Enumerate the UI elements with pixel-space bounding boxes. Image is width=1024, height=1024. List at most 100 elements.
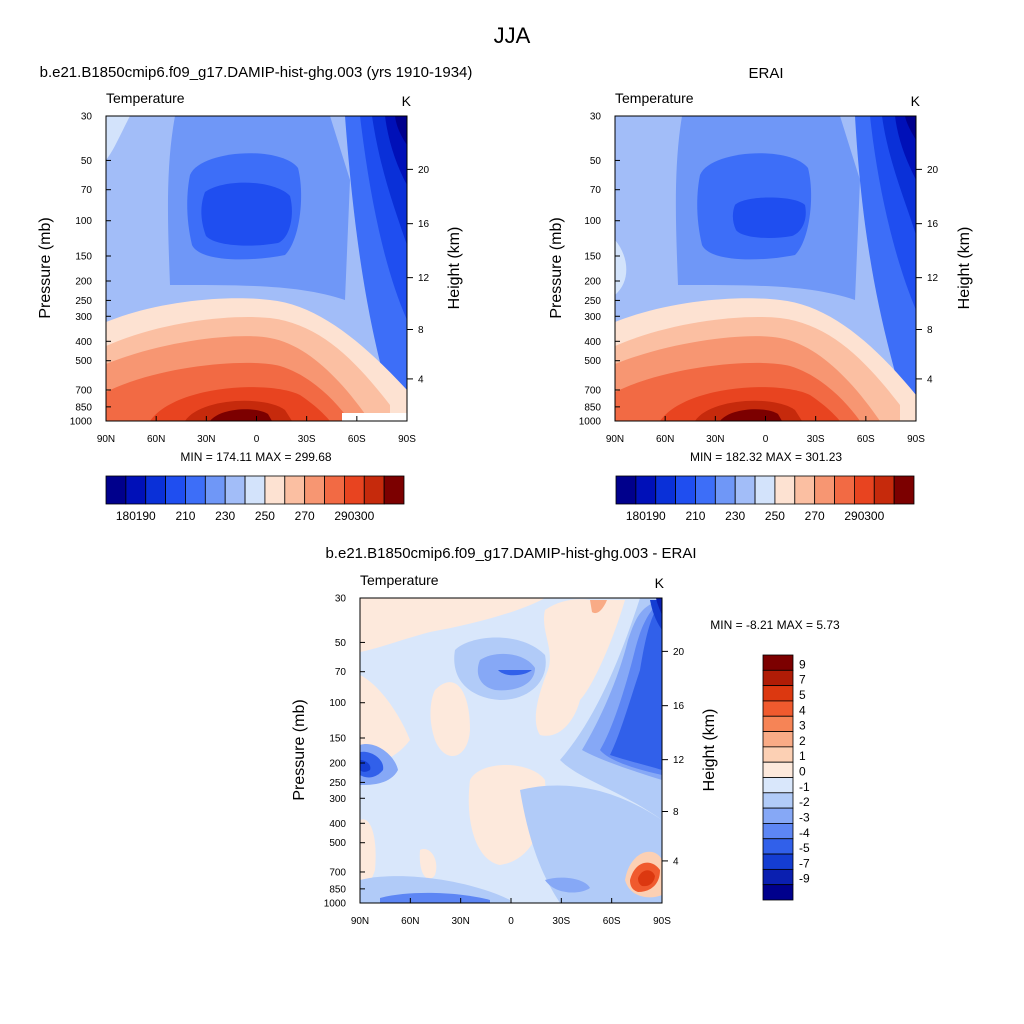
pressure-tick-label: 1000 <box>324 899 347 910</box>
latitude-tick-label: 60N <box>147 434 165 445</box>
contour-band <box>638 870 655 887</box>
height-tick-label: 20 <box>673 647 685 658</box>
colorbar-label: -2 <box>799 795 810 809</box>
colorbar-swatch <box>873 475 895 505</box>
latitude-tick-label: 0 <box>763 434 769 445</box>
pressure-tick-label: 200 <box>329 759 346 770</box>
colorbar-label: 300 <box>864 509 884 523</box>
pressure-axis-title: Pressure (mb) <box>291 699 308 800</box>
panel-variable-label: Temperature <box>360 572 439 588</box>
min-max-label: MIN = 182.32 MAX = 301.23 <box>690 450 842 464</box>
colorbar-swatch <box>762 669 794 687</box>
contour-band <box>201 182 292 246</box>
colorbar-label: -1 <box>799 780 810 794</box>
colorbar-label: 0 <box>799 765 806 779</box>
pressure-tick-label: 1000 <box>579 417 602 428</box>
pressure-axis-title: Pressure (mb) <box>37 217 54 318</box>
pressure-tick-label: 100 <box>75 216 92 227</box>
pressure-tick-label: 100 <box>329 698 346 709</box>
latitude-axis: 90N 60N 30N 0 30S 60S 90S <box>606 416 925 445</box>
colorbar-swatch <box>762 807 794 824</box>
contour-band <box>106 116 130 160</box>
latitude-axis: 90N 60N 30N 0 30S 60S 90S <box>97 416 416 445</box>
colorbar-swatch <box>762 884 794 901</box>
colorbar-label: 190 <box>136 509 156 523</box>
latitude-tick-label: 60S <box>603 916 621 927</box>
latitude-tick-label: 30S <box>552 916 570 927</box>
colorbar-swatch <box>814 475 835 505</box>
pressure-axis-title: Pressure (mb) <box>548 217 565 318</box>
latitude-tick-label: 60N <box>656 434 674 445</box>
colorbar: 180 190 210 230 250 270 290 300 <box>105 475 405 523</box>
pressure-tick-label: 300 <box>584 312 601 323</box>
pressure-tick-label: 50 <box>335 638 347 649</box>
latitude-tick-label: 60N <box>401 916 419 927</box>
contour-band <box>895 116 916 180</box>
contour-field <box>360 598 662 903</box>
colorbar-swatch <box>635 475 657 505</box>
height-tick-label: 16 <box>673 701 685 712</box>
colorbar: 9 754 321 0-1-2-3 -4-5-7 -9 <box>762 654 810 901</box>
colorbar-label: 210 <box>685 509 705 523</box>
colorbar-swatch <box>774 475 796 505</box>
pressure-tick-label: 300 <box>329 794 346 805</box>
pressure-tick-label: 30 <box>81 112 93 123</box>
height-tick-label: 20 <box>418 165 430 176</box>
colorbar-label: 180 <box>626 509 646 523</box>
contour-band <box>430 682 470 757</box>
colorbar-label: 250 <box>765 509 785 523</box>
height-tick-label: 16 <box>927 219 939 230</box>
pressure-axis: 30 50 70 100 150 200 250 300 400 500 700 850 1000 <box>70 112 111 428</box>
colorbar-swatch <box>264 475 286 505</box>
colorbar-label: 300 <box>354 509 374 523</box>
colorbar-swatch <box>762 700 794 717</box>
height-axis: 20 16 12 8 4 <box>407 165 430 385</box>
colorbar-label: 270 <box>295 509 315 523</box>
latitude-tick-label: 0 <box>508 916 514 927</box>
height-tick-label: 16 <box>418 219 430 230</box>
colorbar-swatch <box>675 475 696 505</box>
colorbar-swatch <box>714 475 736 505</box>
pressure-tick-label: 30 <box>590 112 602 123</box>
pressure-tick-label: 50 <box>81 156 93 167</box>
colorbar-swatch <box>834 475 855 505</box>
colorbar-swatch <box>324 475 345 505</box>
colorbar-swatch <box>762 792 794 809</box>
colorbar-swatch <box>893 475 915 505</box>
colorbar-label: 9 <box>799 657 806 671</box>
contour-band <box>498 670 532 676</box>
colorbar-swatch <box>204 475 226 505</box>
height-axis-title: Height (km) <box>446 227 463 310</box>
colorbar-swatch <box>762 777 794 794</box>
colorbar-swatch <box>762 685 794 702</box>
contour-band <box>535 599 625 736</box>
pressure-tick-label: 200 <box>75 277 92 288</box>
height-axis-title: Height (km) <box>956 227 973 310</box>
colorbar-label: 290 <box>844 509 864 523</box>
colorbar-swatch <box>695 475 716 505</box>
colorbar-label: 190 <box>646 509 666 523</box>
colorbar-swatch <box>615 475 637 505</box>
latitude-tick-label: 90S <box>653 916 671 927</box>
panel-title: b.e21.B1850cmip6.f09_g17.DAMIP-hist-ghg.… <box>40 64 473 81</box>
colorbar-swatch <box>762 853 794 870</box>
panel-units-label: K <box>655 575 665 591</box>
pressure-tick-label: 300 <box>75 312 92 323</box>
pressure-tick-label: 150 <box>584 251 601 262</box>
colorbar-swatch <box>762 761 794 778</box>
height-axis-title: Height (km) <box>701 709 718 792</box>
contour-band <box>360 675 410 765</box>
colorbar-label: -9 <box>799 872 810 886</box>
pressure-tick-label: 500 <box>75 356 92 367</box>
pressure-tick-label: 850 <box>329 884 346 895</box>
colorbar-swatch <box>363 475 385 505</box>
colorbar: 180 190 210 230 250 270 290 300 <box>615 475 915 523</box>
colorbar-swatch <box>304 475 325 505</box>
pressure-tick-label: 400 <box>329 819 346 830</box>
contour-band <box>610 600 662 770</box>
pressure-tick-label: 100 <box>584 216 601 227</box>
colorbar-label: 4 <box>799 703 806 717</box>
pressure-axis: 30 50 70 100 150 200 250 300 400 500 700 850 1000 <box>579 112 620 428</box>
colorbar-swatch <box>343 475 365 505</box>
colorbar-swatch <box>762 715 794 732</box>
